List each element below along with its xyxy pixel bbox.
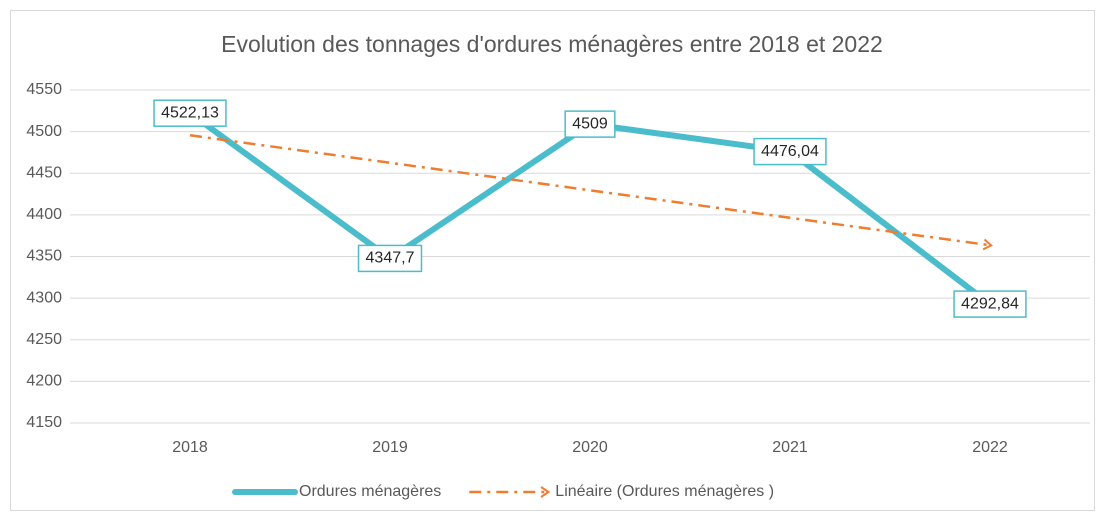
data-label: 4292,84 <box>953 290 1027 318</box>
y-tick-label: 4200 <box>26 373 62 390</box>
y-tick-label: 4450 <box>26 164 62 181</box>
data-label-box <box>357 244 423 273</box>
chart-title: Evolution des tonnages d'ordures ménagèr… <box>221 31 883 57</box>
legend-label: Linéaire (Ordures ménagères ) <box>555 483 774 500</box>
data-label-box <box>153 99 227 127</box>
data-label-text: 4347,7 <box>366 250 415 267</box>
y-tick-label: 4250 <box>26 331 62 348</box>
data-label-text: 4509 <box>572 115 608 132</box>
data-label: 4476,04 <box>753 137 827 166</box>
legend-label: Ordures ménagères <box>299 483 441 500</box>
data-label-text: 4476,04 <box>761 143 819 160</box>
x-tick-label: 2022 <box>972 439 1008 456</box>
x-tick-label: 2019 <box>372 439 408 456</box>
x-tick-label: 2020 <box>572 439 608 456</box>
data-label-text: 4292,84 <box>961 295 1019 312</box>
y-tick-label: 4300 <box>26 289 62 306</box>
data-label: 4522,13 <box>153 99 227 127</box>
chart-border <box>10 10 1095 511</box>
data-label-box <box>564 110 616 138</box>
data-label: 4509 <box>564 110 616 138</box>
y-tick-label: 4150 <box>26 414 62 431</box>
x-tick-label: 2018 <box>172 439 208 456</box>
y-tick-label: 4350 <box>26 248 62 265</box>
y-tick-label: 4550 <box>26 81 62 98</box>
x-tick-label: 2021 <box>772 439 808 456</box>
y-tick-label: 4500 <box>26 123 62 140</box>
data-label-box <box>953 290 1027 318</box>
y-tick-label: 4400 <box>26 206 62 223</box>
data-label: 4347,7 <box>357 244 423 273</box>
data-label-box <box>753 137 827 166</box>
data-label-text: 4522,13 <box>161 104 219 121</box>
